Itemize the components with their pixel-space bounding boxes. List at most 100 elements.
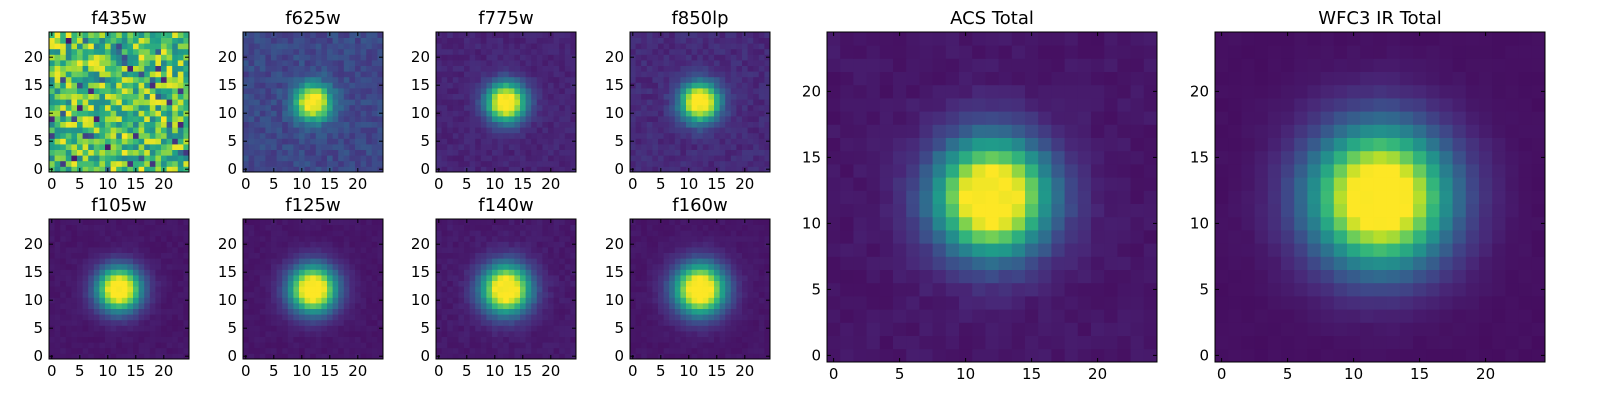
heatmap-cell — [60, 138, 67, 145]
heatmap-cell — [99, 230, 106, 237]
heatmap-cell — [548, 132, 554, 139]
heatmap-cell — [669, 308, 676, 315]
heatmap-cell — [753, 280, 760, 287]
heatmap-cell — [559, 32, 566, 38]
heatmap-cell — [531, 144, 538, 150]
heatmap-cell — [116, 280, 123, 287]
heatmap-cell — [652, 308, 659, 315]
heatmap-cell — [110, 258, 117, 265]
heatmap-cell — [60, 110, 67, 117]
heatmap-cell — [553, 303, 560, 309]
heatmap-cell — [702, 308, 709, 315]
heatmap-cell — [564, 121, 571, 128]
heatmap-cell — [630, 342, 636, 349]
heatmap-cell — [531, 76, 538, 83]
heatmap-cell — [553, 37, 560, 44]
heatmap-cell — [680, 144, 687, 150]
heatmap-cell — [503, 88, 510, 94]
heatmap-cell — [753, 32, 760, 38]
heatmap-cell — [542, 88, 549, 94]
heatmap-cell — [161, 224, 167, 231]
heatmap-cell — [172, 48, 179, 55]
heatmap-cell — [327, 60, 333, 66]
heatmap-cell — [553, 331, 560, 337]
heatmap-cell — [282, 132, 289, 139]
heatmap-cell — [564, 127, 571, 134]
heatmap-cell — [680, 160, 687, 167]
heatmap-cell — [452, 336, 459, 343]
y-tick-label: 0 — [420, 160, 430, 178]
heatmap-cell — [758, 319, 765, 326]
heatmap-cell — [553, 235, 560, 242]
heatmap-cell — [447, 65, 454, 72]
heatmap-cell — [764, 71, 771, 78]
heatmap-cell — [116, 303, 123, 309]
heatmap-cell — [669, 32, 676, 38]
heatmap-cell — [542, 104, 549, 111]
heatmap-cell — [508, 110, 515, 117]
heatmap-cell — [674, 121, 681, 128]
heatmap-cell — [441, 37, 448, 44]
heatmap-cell — [321, 37, 328, 44]
heatmap-cell — [641, 280, 648, 287]
heatmap-cell — [282, 336, 289, 343]
heatmap-cell — [492, 241, 498, 248]
heatmap-cell — [441, 110, 448, 117]
heatmap-cell — [93, 269, 100, 276]
heatmap-cell — [680, 347, 687, 354]
heatmap-cell — [183, 219, 190, 225]
heatmap-cell — [564, 219, 571, 225]
heatmap-cell — [758, 138, 765, 145]
heatmap-cell — [520, 286, 526, 293]
heatmap-cell — [265, 275, 272, 281]
heatmap-cell — [254, 353, 261, 360]
heatmap-cell — [371, 37, 378, 44]
heatmap-cell — [155, 336, 162, 343]
heatmap-cell — [371, 155, 378, 162]
heatmap-cell — [321, 286, 328, 293]
heatmap-cell — [259, 241, 266, 248]
heatmap-cell — [93, 127, 100, 134]
heatmap-cell — [60, 88, 67, 94]
heatmap-cell — [669, 37, 676, 44]
heatmap-cell — [248, 82, 255, 89]
heatmap-cell — [464, 291, 470, 298]
heatmap-cell — [259, 32, 266, 38]
heatmap-cell — [514, 235, 521, 242]
heatmap-cell — [355, 104, 361, 111]
heatmap-cell — [65, 99, 72, 106]
heatmap-cell — [452, 347, 459, 354]
heatmap-cell — [338, 275, 345, 281]
heatmap-cell — [366, 54, 373, 61]
heatmap-cell — [254, 104, 261, 111]
heatmap-cell — [293, 32, 300, 38]
heatmap-cell — [669, 286, 676, 293]
heatmap-cell — [149, 347, 156, 354]
heatmap-cell — [71, 224, 78, 231]
heatmap-cell — [155, 280, 162, 287]
heatmap-cell — [349, 116, 356, 122]
heatmap-cell — [458, 88, 465, 94]
heatmap-cell — [265, 347, 272, 354]
heatmap-cell — [452, 71, 459, 78]
heatmap-cell — [686, 303, 692, 309]
heatmap-cell — [486, 110, 493, 117]
heatmap-cell — [166, 286, 173, 293]
heatmap-cell — [371, 121, 378, 128]
heatmap-cell — [475, 60, 482, 66]
heatmap-cell — [674, 275, 681, 281]
heatmap-cell — [287, 353, 294, 360]
heatmap-cell — [54, 353, 61, 360]
heatmap-cell — [630, 149, 636, 156]
heatmap-cell — [166, 37, 173, 44]
heatmap-cell — [105, 342, 111, 349]
heatmap-cell — [105, 160, 111, 167]
heatmap-cell — [497, 286, 504, 293]
heatmap-cell — [138, 258, 145, 265]
heatmap-cell — [366, 252, 373, 259]
heatmap-cell — [332, 275, 339, 281]
heatmap-cell — [127, 235, 134, 242]
heatmap-cell — [71, 43, 78, 50]
heatmap-cell — [646, 37, 653, 44]
heatmap-cell — [542, 76, 549, 83]
